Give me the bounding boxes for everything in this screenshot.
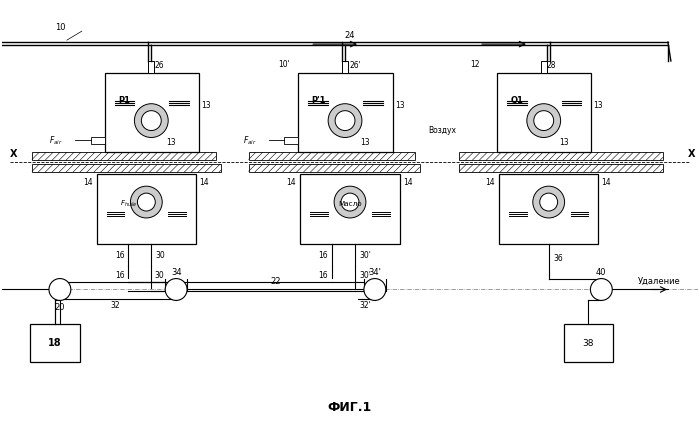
Text: 13: 13 bbox=[360, 138, 370, 147]
Text: 13: 13 bbox=[395, 101, 405, 110]
Text: 36: 36 bbox=[554, 254, 564, 263]
Bar bbox=[248, 153, 414, 160]
Text: 38: 38 bbox=[582, 339, 594, 348]
Text: 30': 30' bbox=[359, 251, 371, 260]
Circle shape bbox=[527, 104, 561, 138]
Bar bbox=[148, 61, 154, 73]
Text: 28: 28 bbox=[547, 62, 556, 71]
Text: 14: 14 bbox=[83, 178, 92, 187]
Bar bbox=[284, 136, 298, 145]
Circle shape bbox=[533, 186, 565, 218]
Text: 26: 26 bbox=[155, 62, 164, 71]
Bar bbox=[540, 61, 547, 73]
Text: P'1: P'1 bbox=[311, 96, 326, 105]
Circle shape bbox=[137, 193, 155, 211]
Text: 13: 13 bbox=[201, 101, 211, 110]
Circle shape bbox=[534, 110, 554, 130]
Text: $F_{air}$: $F_{air}$ bbox=[49, 134, 63, 147]
Bar bbox=[248, 164, 419, 172]
Bar bbox=[298, 73, 393, 153]
Bar bbox=[499, 174, 598, 244]
Circle shape bbox=[364, 278, 386, 300]
Bar bbox=[564, 324, 613, 362]
Circle shape bbox=[341, 193, 359, 211]
Circle shape bbox=[130, 186, 162, 218]
Bar bbox=[342, 61, 348, 73]
Bar bbox=[32, 153, 216, 160]
Bar bbox=[32, 164, 220, 172]
Text: ФИГ.1: ФИГ.1 bbox=[328, 401, 372, 414]
Bar bbox=[30, 324, 80, 362]
Text: 30': 30' bbox=[359, 271, 371, 280]
Text: 16: 16 bbox=[115, 251, 125, 260]
Circle shape bbox=[335, 110, 355, 130]
Text: 32: 32 bbox=[111, 301, 120, 310]
Text: $F_{air}$: $F_{air}$ bbox=[243, 134, 257, 147]
Text: 26': 26' bbox=[349, 62, 360, 71]
Text: 10': 10' bbox=[279, 60, 290, 69]
Text: 32': 32' bbox=[359, 301, 371, 310]
Text: 13: 13 bbox=[167, 138, 176, 147]
Bar bbox=[459, 153, 663, 160]
Bar bbox=[459, 164, 663, 172]
Bar bbox=[300, 174, 400, 244]
Text: 13: 13 bbox=[594, 101, 603, 110]
Text: $F_{huile}$: $F_{huile}$ bbox=[120, 199, 137, 209]
Text: 16: 16 bbox=[115, 271, 125, 280]
Text: 16: 16 bbox=[318, 271, 328, 280]
Text: Воздух: Воздух bbox=[428, 126, 456, 135]
Text: 14: 14 bbox=[402, 178, 412, 187]
Text: 10: 10 bbox=[55, 23, 65, 32]
Text: 34': 34' bbox=[368, 268, 382, 277]
Text: 14: 14 bbox=[485, 178, 495, 187]
Text: 20: 20 bbox=[55, 303, 65, 312]
Circle shape bbox=[165, 278, 187, 300]
Circle shape bbox=[590, 278, 612, 300]
Text: 16: 16 bbox=[318, 251, 328, 260]
Text: 40: 40 bbox=[596, 268, 607, 277]
Bar bbox=[104, 73, 199, 153]
Circle shape bbox=[49, 278, 71, 300]
Text: X: X bbox=[10, 149, 18, 159]
Circle shape bbox=[328, 104, 362, 138]
Text: 24: 24 bbox=[344, 31, 355, 40]
Text: 22: 22 bbox=[270, 277, 281, 286]
Circle shape bbox=[134, 104, 168, 138]
Text: 30: 30 bbox=[155, 271, 164, 280]
Text: Масло: Масло bbox=[338, 201, 362, 207]
Circle shape bbox=[334, 186, 366, 218]
Text: 18: 18 bbox=[48, 338, 62, 348]
Text: Q1: Q1 bbox=[510, 96, 524, 105]
Bar bbox=[91, 136, 104, 145]
Bar bbox=[497, 73, 592, 153]
Text: Удаление: Удаление bbox=[638, 277, 681, 286]
Text: 14: 14 bbox=[601, 178, 611, 187]
Text: P1: P1 bbox=[118, 96, 130, 105]
Text: 34: 34 bbox=[171, 268, 181, 277]
Circle shape bbox=[141, 110, 161, 130]
Text: 14: 14 bbox=[199, 178, 209, 187]
Bar bbox=[97, 174, 196, 244]
Text: X: X bbox=[688, 149, 695, 159]
Circle shape bbox=[540, 193, 558, 211]
Text: 13: 13 bbox=[559, 138, 568, 147]
Text: 12: 12 bbox=[470, 60, 480, 69]
Text: 14: 14 bbox=[286, 178, 296, 187]
Text: 30: 30 bbox=[155, 251, 165, 260]
